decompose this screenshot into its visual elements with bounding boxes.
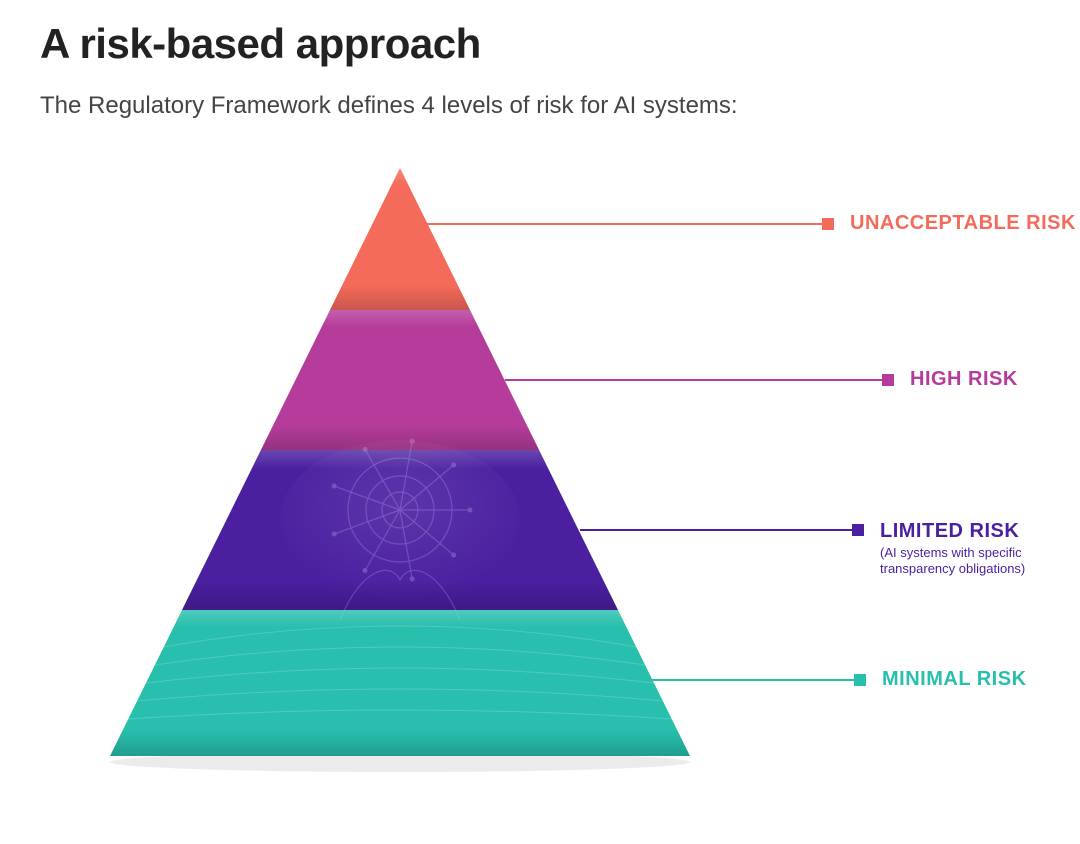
callout-marker-minimal [854,674,866,686]
risk-label-text-limited: LIMITED RISK [880,520,1040,543]
risk-label-text-high: HIGH RISK [910,368,1018,391]
page-subtitle: The Regulatory Framework defines 4 level… [40,92,1040,120]
risk-label-high: HIGH RISK [910,368,1018,391]
risk-label-text-minimal: MINIMAL RISK [882,668,1027,691]
callout-marker-unacceptable [822,218,834,230]
risk-label-text-unacceptable: UNACCEPTABLE RISK [850,212,1076,235]
risk-label-unacceptable: UNACCEPTABLE RISK [850,212,1076,235]
risk-label-minimal: MINIMAL RISK [882,668,1027,691]
risk-pyramid-diagram: UNACCEPTABLE RISKHIGH RISKLIMITED RISK(A… [40,140,1040,780]
risk-label-sub-limited: (AI systems with specific transparency o… [880,545,1040,578]
page-title: A risk-based approach [40,20,1040,68]
callout-marker-high [882,374,894,386]
risk-label-limited: LIMITED RISK(AI systems with specific tr… [880,520,1040,578]
callout-marker-limited [852,524,864,536]
